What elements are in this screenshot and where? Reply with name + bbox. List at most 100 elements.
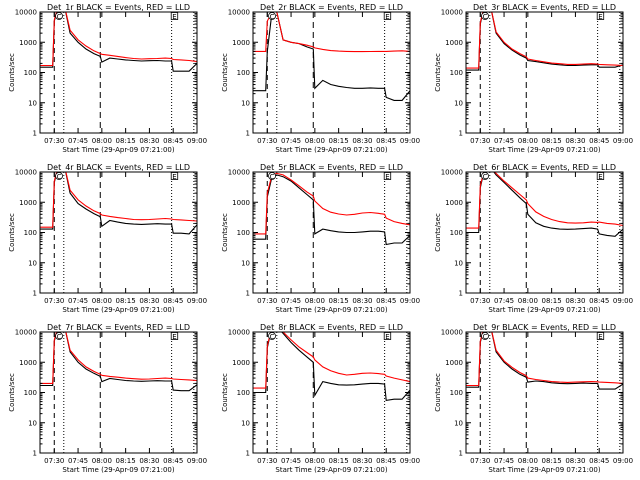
chart-panel-1: Det_1r BLACK = Events, RED = LLD 1 10 100 10…: [8, 3, 207, 154]
y-tick-label: 1000: [232, 39, 250, 47]
y-tick-label: 1000: [232, 359, 250, 367]
x-tick-label: 07:45: [68, 297, 88, 305]
marker-e-label: E: [385, 13, 389, 21]
chart-panel-4: Det_4r BLACK = Events, RED = LLD 1 10 100 10…: [8, 163, 207, 314]
x-tick-label: 07:30: [257, 137, 277, 145]
y-tick-label: 1000: [232, 199, 250, 207]
y-tick-label: 1000: [19, 359, 37, 367]
x-tick-label: 08:00: [92, 297, 112, 305]
marker-e-box: [383, 332, 392, 340]
marker-c-label: C: [57, 333, 62, 341]
x-tick-label: 08:30: [352, 297, 372, 305]
y-axis-label: Counts/sec: [221, 53, 229, 92]
marker-c-label: C: [270, 13, 275, 21]
x-tick-label: 08:00: [305, 297, 325, 305]
marker-c-circle: [55, 172, 63, 180]
chart-panel-7: Det_7r BLACK = Events, RED = LLD 1 10 100 10…: [8, 323, 207, 474]
x-tick-label: 08:30: [565, 137, 585, 145]
x-axis-label: Start Time (29-Apr-09 07:21:00): [62, 466, 174, 474]
y-tick-label: 100: [24, 389, 37, 397]
x-tick-label: 08:30: [139, 297, 159, 305]
x-tick-label: 08:45: [163, 137, 183, 145]
y-tick-label: 10: [241, 419, 250, 427]
x-axis-label: Start Time (29-Apr-09 07:21:00): [488, 146, 600, 154]
y-tick-label: 10000: [15, 9, 37, 17]
marker-c-circle: [55, 12, 63, 20]
series-line-events: [466, 332, 623, 390]
x-tick-label: 08:15: [542, 297, 562, 305]
y-axis-label: Counts/sec: [8, 213, 16, 252]
x-axis-label: Start Time (29-Apr-09 07:21:00): [488, 306, 600, 314]
y-tick-label: 10000: [15, 329, 37, 337]
chart-title: Det_6r BLACK = Events, RED = LLD: [473, 163, 616, 172]
y-tick-label: 100: [237, 389, 250, 397]
x-tick-label: 07:30: [44, 137, 64, 145]
x-tick-label: 08:30: [352, 137, 372, 145]
series-line-events: [40, 332, 197, 392]
y-tick-label: 10: [28, 419, 37, 427]
x-tick-label: 09:00: [613, 297, 633, 305]
y-tick-label: 100: [237, 229, 250, 237]
x-tick-label: 08:15: [116, 457, 136, 465]
marker-e-label: E: [598, 173, 602, 181]
chart-panel-3: Det_3r BLACK = Events, RED = LLD 1 10 100 10…: [434, 3, 633, 154]
y-tick-label: 100: [237, 69, 250, 77]
x-tick-label: 07:30: [257, 297, 277, 305]
y-tick-label: 10: [454, 419, 463, 427]
x-axis-label: Start Time (29-Apr-09 07:21:00): [62, 306, 174, 314]
x-tick-label: 08:30: [565, 297, 585, 305]
x-axis-label: Start Time (29-Apr-09 07:21:00): [275, 306, 387, 314]
series-line-lld: [466, 172, 623, 229]
marker-e-box: [170, 332, 179, 340]
series-line-lld: [253, 12, 410, 53]
x-tick-label: 08:00: [305, 457, 325, 465]
marker-e-label: E: [598, 13, 602, 21]
series-line-lld: [466, 12, 623, 69]
marker-e-label: E: [385, 333, 389, 341]
y-axis-label: Counts/sec: [434, 213, 442, 252]
y-tick-label: 1000: [445, 359, 463, 367]
x-axis-label: Start Time (29-Apr-09 07:21:00): [488, 466, 600, 474]
series-line-lld: [40, 12, 197, 67]
chart-title: Det_2r BLACK = Events, RED = LLD: [260, 3, 403, 12]
y-tick-label: 100: [450, 69, 463, 77]
marker-e-box: [596, 332, 605, 340]
x-tick-label: 08:15: [116, 137, 136, 145]
y-tick-label: 10: [241, 99, 250, 107]
y-tick-label: 100: [450, 229, 463, 237]
x-tick-label: 08:15: [329, 137, 349, 145]
y-tick-label: 1: [459, 290, 463, 298]
x-tick-label: 07:30: [257, 457, 277, 465]
marker-c-label: C: [483, 333, 488, 341]
x-tick-label: 07:45: [281, 297, 301, 305]
y-tick-label: 1: [33, 290, 37, 298]
marker-e-box: [383, 12, 392, 20]
y-tick-label: 1000: [445, 199, 463, 207]
marker-e-box: [596, 12, 605, 20]
y-tick-label: 1000: [19, 39, 37, 47]
chart-title: Det_5r BLACK = Events, RED = LLD: [260, 163, 403, 172]
y-tick-label: 10000: [15, 169, 37, 177]
x-tick-label: 08:30: [139, 457, 159, 465]
x-tick-label: 08:45: [376, 457, 396, 465]
series-line-lld: [40, 332, 197, 384]
y-axis-label: Counts/sec: [434, 373, 442, 412]
x-axis-label: Start Time (29-Apr-09 07:21:00): [62, 146, 174, 154]
x-tick-label: 08:45: [163, 457, 183, 465]
marker-e-label: E: [172, 13, 176, 21]
x-tick-label: 07:30: [44, 457, 64, 465]
x-tick-label: 08:45: [376, 137, 396, 145]
chart-panel-2: Det_2r BLACK = Events, RED = LLD 1 10 100 10…: [221, 3, 420, 154]
y-tick-label: 10000: [441, 169, 463, 177]
x-tick-label: 08:45: [589, 137, 609, 145]
x-tick-label: 08:30: [352, 457, 372, 465]
chart-panel-9: Det_9r BLACK = Events, RED = LLD 1 10 100 10…: [434, 323, 633, 474]
x-tick-label: 07:45: [494, 137, 514, 145]
marker-e-label: E: [172, 173, 176, 181]
x-tick-label: 07:45: [68, 457, 88, 465]
marker-e-label: E: [172, 333, 176, 341]
chart-title: Det_7r BLACK = Events, RED = LLD: [47, 323, 190, 332]
marker-c-label: C: [57, 173, 62, 181]
x-tick-label: 09:00: [613, 137, 633, 145]
